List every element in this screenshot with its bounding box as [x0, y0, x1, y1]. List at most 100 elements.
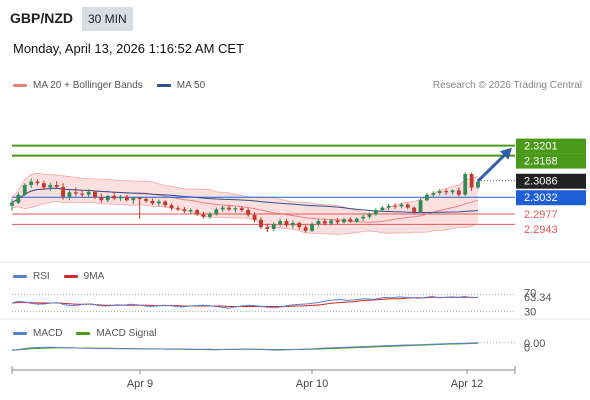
candle-body: [386, 205, 391, 208]
candle-body: [469, 174, 474, 188]
candle-body: [290, 222, 295, 226]
candle-body: [93, 191, 97, 198]
candle-body: [118, 196, 123, 199]
candle-body: [112, 196, 117, 199]
bollinger-swatch: [13, 84, 27, 87]
candle-body: [124, 196, 129, 201]
candle-body: [73, 192, 78, 194]
candle-body: [48, 185, 53, 188]
candle-body: [16, 194, 21, 203]
level-label-resistance: 2.3168: [524, 156, 558, 168]
candle-body: [105, 196, 110, 201]
legend-macd-label: MACD: [33, 328, 63, 339]
macd-value-label: 0.00: [524, 338, 545, 350]
candle-body: [380, 207, 385, 211]
candle-body: [476, 181, 480, 188]
candle-body: [444, 191, 448, 193]
macd-zero-label: 0: [524, 343, 530, 355]
candle-body: [220, 207, 225, 210]
ma50-swatch: [156, 84, 171, 87]
rsi-level-label: 70: [524, 287, 536, 299]
macd-swatch: [13, 332, 27, 335]
level-label-support: 2.2977: [524, 209, 558, 221]
level-label-box-resistance: [516, 153, 586, 169]
candle-body: [67, 192, 72, 197]
level-label-pivot: 2.3032: [524, 192, 558, 204]
candle-body: [42, 183, 46, 188]
level-label-box-resistance: [516, 138, 586, 154]
candle-body: [169, 205, 174, 209]
candle-body: [354, 218, 359, 222]
candle-body: [342, 219, 346, 223]
target-arrow-shaft: [476, 154, 506, 183]
level-label-box-last: [516, 173, 586, 189]
candle-body: [367, 214, 372, 217]
bollinger-lower-line: [11, 201, 479, 235]
candle-body: [214, 209, 219, 214]
candle-body: [246, 210, 251, 215]
x-axis-tick-label: Apr 10: [296, 378, 328, 390]
candle-body: [456, 190, 461, 195]
candle-body: [176, 208, 180, 210]
candle-body: [195, 210, 200, 215]
legend-macd-signal-label: MACD Signal: [96, 328, 157, 339]
candle-body: [310, 224, 314, 231]
candle-body: [450, 190, 455, 193]
candle-body: [297, 222, 302, 228]
candle-body: [86, 191, 91, 195]
candle-body: [393, 205, 397, 207]
rsi-line: [11, 295, 479, 309]
candle-body: [61, 186, 65, 197]
candle-body: [431, 192, 436, 195]
x-axis-tick-label: Apr 12: [451, 378, 483, 390]
candle-body: [329, 220, 334, 224]
rsi-value-label: 63.34: [524, 292, 552, 304]
candle-body: [418, 200, 423, 212]
rsi-swatch: [13, 275, 27, 278]
candle-body: [412, 207, 417, 212]
candle-body: [156, 201, 161, 204]
candle-body: [361, 216, 366, 219]
candle-body: [54, 185, 59, 187]
rsi-level-label: 30: [524, 307, 536, 319]
level-label-last: 2.3086: [524, 176, 558, 188]
candle-body: [137, 197, 142, 200]
bollinger-band-fill: [12, 173, 478, 235]
candle-body: [316, 221, 321, 225]
rsi-ma-swatch: [63, 275, 78, 278]
candle-body: [425, 194, 429, 201]
timestamp: Monday, April 13, 2026 1:16:52 AM CET: [13, 41, 245, 56]
legend-ma50-label: MA 50: [176, 80, 206, 91]
candle-body: [227, 207, 231, 210]
level-label-resistance: 2.3201: [524, 141, 558, 153]
candle-body: [252, 214, 257, 220]
target-arrow-head: [499, 147, 512, 160]
timeframe-badge[interactable]: 30 MIN: [82, 7, 133, 31]
candle-body: [163, 201, 168, 206]
macd-legend: MACD MACD Signal: [13, 328, 156, 339]
candle-body: [278, 221, 283, 225]
legend-rsi-label: RSI: [33, 271, 50, 282]
candle-body: [303, 227, 308, 231]
candle-body: [131, 197, 136, 201]
macd-signal-swatch: [76, 332, 91, 335]
candle-body: [150, 200, 155, 204]
legend-bollinger-label: MA 20 + Bollinger Bands: [33, 80, 143, 91]
candle-body: [405, 204, 410, 208]
candle-body: [259, 219, 263, 228]
legend-rsi-ma-label: 9MA: [83, 271, 105, 282]
candle-body: [373, 210, 378, 215]
candle-body: [207, 213, 212, 217]
candle-body: [99, 197, 104, 201]
candle-body: [188, 210, 193, 212]
candle-body: [399, 204, 404, 207]
candle-body: [348, 219, 353, 222]
candle-body: [239, 208, 244, 211]
candle-body: [284, 221, 289, 226]
instrument-name: GBP/NZD: [10, 10, 73, 26]
main-legend: MA 20 + Bollinger Bands MA 50: [13, 80, 205, 91]
candle-body: [35, 181, 40, 184]
copyright-text: Research © 2026 Trading Central: [432, 80, 582, 91]
candle-body: [437, 191, 442, 193]
